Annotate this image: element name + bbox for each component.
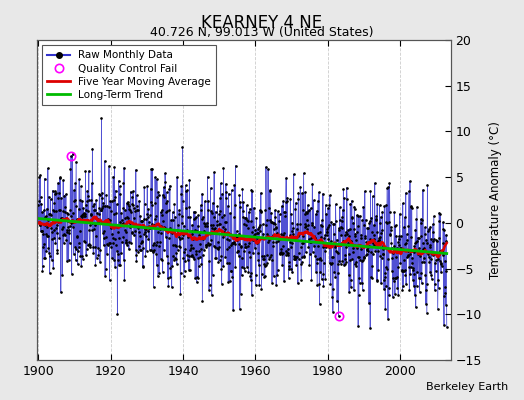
- Text: Berkeley Earth: Berkeley Earth: [426, 382, 508, 392]
- Text: KEARNEY 4 NE: KEARNEY 4 NE: [201, 14, 323, 32]
- Legend: Raw Monthly Data, Quality Control Fail, Five Year Moving Average, Long-Term Tren: Raw Monthly Data, Quality Control Fail, …: [42, 45, 216, 105]
- Y-axis label: Temperature Anomaly (°C): Temperature Anomaly (°C): [489, 121, 502, 279]
- Text: 40.726 N, 99.013 W (United States): 40.726 N, 99.013 W (United States): [150, 26, 374, 39]
